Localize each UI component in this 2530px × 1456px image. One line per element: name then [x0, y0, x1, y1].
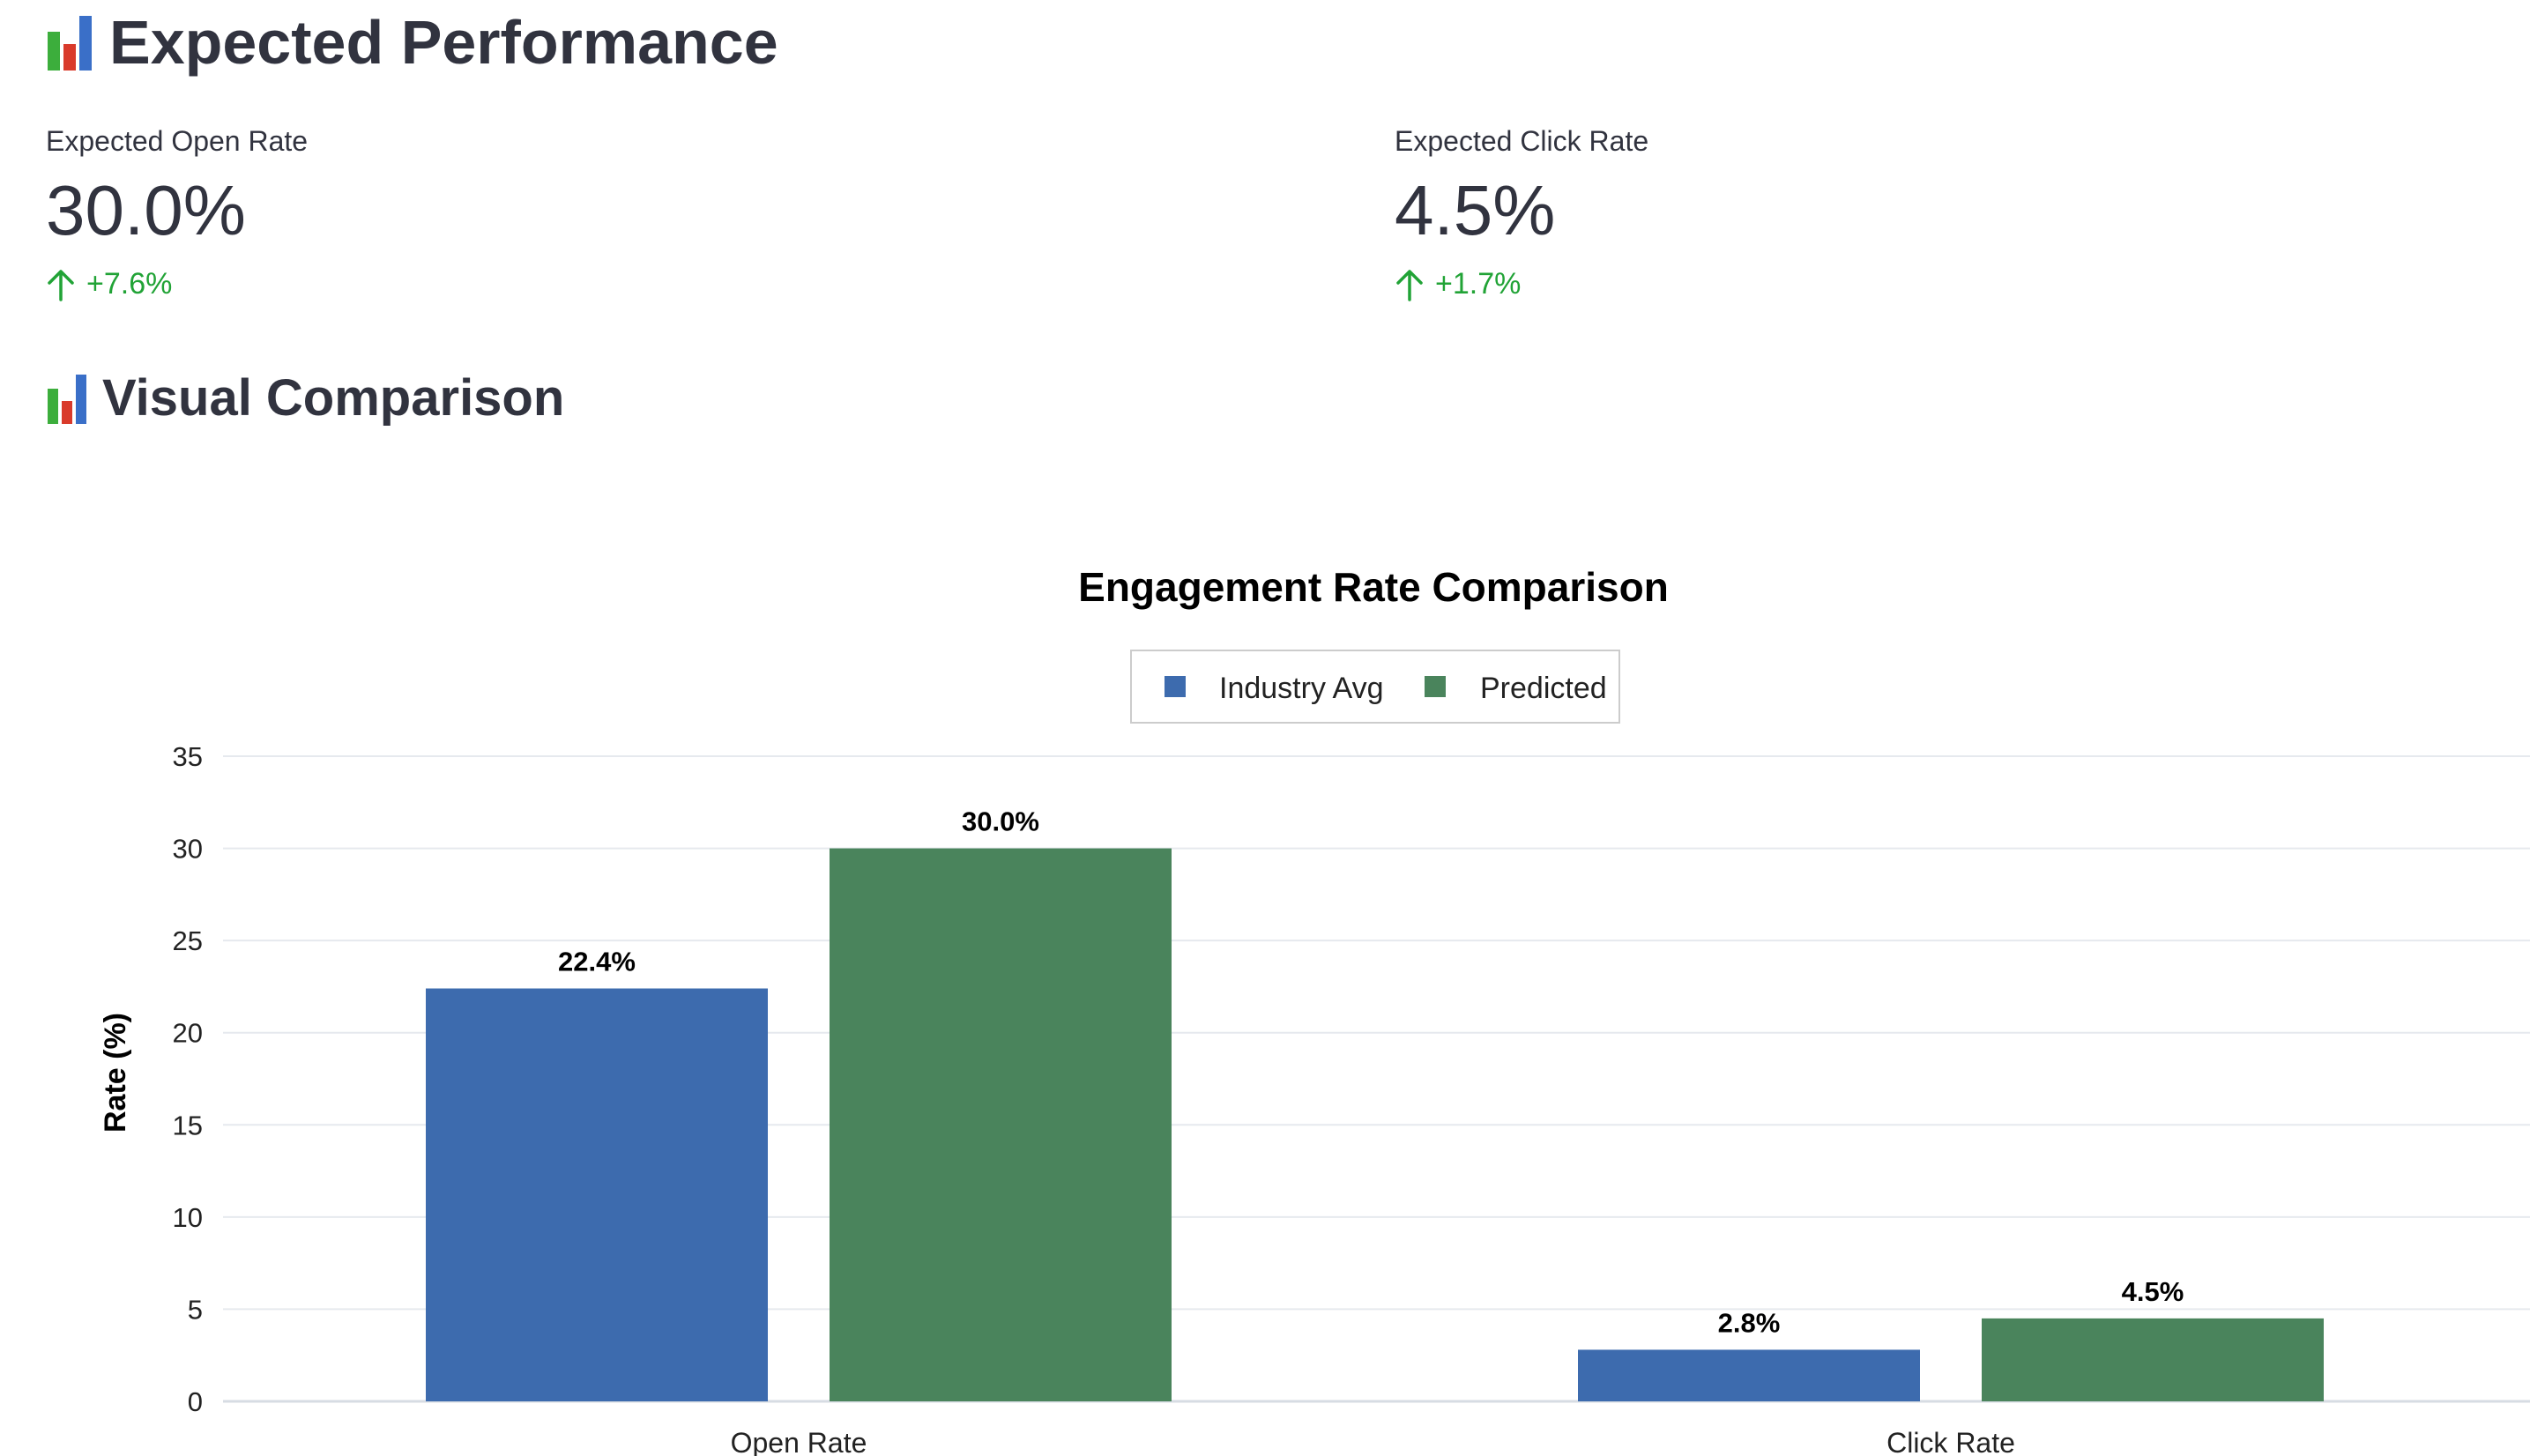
bar-chart-icon	[46, 373, 92, 424]
y-tick-label: 10	[173, 1202, 203, 1233]
bar-open-rate-industry-avg	[426, 988, 768, 1401]
chart-legend: Industry Avg Predicted	[1130, 650, 1620, 724]
bar-click-rate-predicted	[1982, 1318, 2324, 1401]
y-tick-label: 25	[173, 925, 203, 956]
y-axis-label: Rate (%)	[99, 1013, 132, 1133]
bar-value-label: 30.0%	[962, 806, 1039, 837]
metric-delta-value: +7.6%	[86, 267, 173, 301]
bar-open-rate-predicted	[830, 848, 1172, 1401]
y-axis-ticks: 0 5 10 15 20 25 30 35	[173, 741, 203, 1417]
legend-label-predicted: Predicted	[1480, 672, 1607, 705]
y-tick-label: 0	[188, 1386, 203, 1417]
x-tick-label: Open Rate	[731, 1427, 867, 1456]
y-tick-label: 35	[173, 741, 203, 772]
arrow-up-icon	[1396, 269, 1423, 301]
y-tick-label: 30	[173, 834, 203, 865]
legend-swatch-industry	[1165, 676, 1186, 697]
x-axis-ticks: Open Rate Click Rate	[731, 1427, 2015, 1456]
metric-delta-value: +1.7%	[1435, 267, 1522, 301]
chart-bars	[426, 848, 2324, 1401]
section-header: Visual Comparison	[46, 368, 564, 427]
y-tick-label: 5	[188, 1294, 203, 1325]
chart-title: Engagement Rate Comparison	[1078, 564, 1669, 610]
page-title: Expected Performance	[109, 8, 778, 77]
bar-chart-icon	[46, 14, 97, 71]
legend-box	[1130, 650, 1620, 724]
metric-delta: +7.6%	[46, 267, 308, 301]
y-tick-label: 15	[173, 1110, 203, 1140]
metric-label: Expected Open Rate	[46, 125, 309, 157]
metric-value: 4.5%	[1395, 171, 1556, 249]
bar-value-labels: 22.4% 30.0% 2.8% 4.5%	[558, 806, 2184, 1339]
legend-swatch-predicted	[1425, 676, 1446, 697]
bar-click-rate-industry-avg	[1578, 1349, 1920, 1401]
metric-value: 30.0%	[46, 171, 246, 249]
bar-value-label: 22.4%	[558, 947, 636, 977]
page-header: Expected Performance	[46, 7, 778, 78]
section-title: Visual Comparison	[102, 369, 565, 427]
bar-value-label: 2.8%	[1718, 1307, 1781, 1338]
y-tick-label: 20	[173, 1018, 203, 1049]
x-tick-label: Click Rate	[1886, 1427, 2015, 1456]
metric-click-rate: Expected Click Rate 4.5% +1.7%	[1395, 125, 1648, 301]
bar-value-label: 4.5%	[2122, 1276, 2184, 1307]
metric-delta: +1.7%	[1395, 267, 1648, 301]
metric-open-rate: Expected Open Rate 30.0% +7.6%	[46, 125, 308, 301]
metric-label: Expected Click Rate	[1395, 125, 1649, 157]
legend-label-industry: Industry Avg	[1219, 672, 1384, 705]
arrow-up-icon	[48, 269, 74, 301]
